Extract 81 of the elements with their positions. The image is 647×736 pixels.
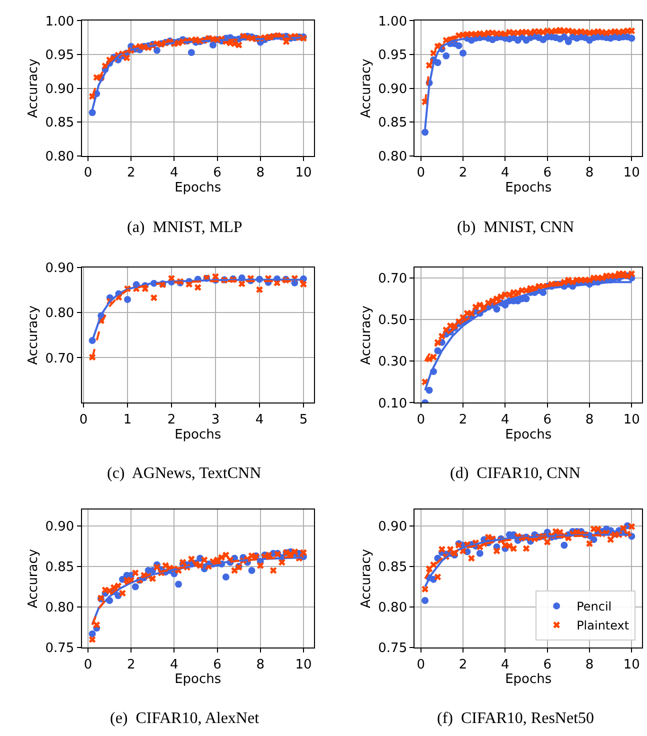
x-tick-label: 2 bbox=[458, 657, 468, 672]
x-tick-label: 4 bbox=[170, 165, 178, 180]
y-axis-title: Accuracy bbox=[26, 548, 42, 608]
x-tick-label: 0 bbox=[416, 165, 425, 180]
y-tick-label: 0.90 bbox=[45, 82, 74, 97]
y-axis-title: Accuracy bbox=[359, 548, 374, 608]
y-tick-label: 0.80 bbox=[378, 149, 408, 164]
y-axis-title: Accuracy bbox=[359, 58, 374, 118]
y-tick-label: 0.30 bbox=[378, 354, 408, 370]
text: (b) MNIST, CNN bbox=[457, 219, 574, 236]
y-tick-label: 0.75 bbox=[45, 641, 74, 656]
x-tick-label: 8 bbox=[256, 657, 265, 672]
x-tick-label: 0 bbox=[84, 657, 92, 672]
x-tick-label: 5 bbox=[299, 412, 308, 428]
x-axis-title: Epochs bbox=[505, 672, 552, 688]
y-axis-title: Accuracy bbox=[26, 305, 42, 365]
x-tick-label: 10 bbox=[295, 165, 312, 180]
x-axis-title: Epochs bbox=[174, 180, 222, 196]
x-tick-label: 4 bbox=[501, 412, 510, 428]
y-tick-label: 1.00 bbox=[45, 14, 74, 30]
x-tick-label: 0 bbox=[84, 165, 92, 180]
x-tick-label: 0 bbox=[416, 657, 425, 672]
y-tick-label: 0.90 bbox=[378, 82, 408, 97]
y-tick-label: 0.90 bbox=[45, 261, 74, 276]
x-tick-label: 2 bbox=[458, 412, 468, 428]
x-tick-label: 4 bbox=[501, 657, 510, 672]
text: (e) CIFAR10, AlexNet bbox=[110, 710, 260, 727]
y-tick-label: 0.95 bbox=[45, 48, 74, 64]
x-tick-label: 2 bbox=[167, 412, 176, 428]
x-axis-title: Epochs bbox=[505, 180, 552, 196]
x-axis-title: Epochs bbox=[505, 427, 552, 442]
y-tick-label: 0.85 bbox=[378, 560, 408, 575]
x-tick-label: 2 bbox=[458, 165, 468, 180]
x-tick-label: 10 bbox=[295, 657, 312, 672]
y-tick-label: 0.90 bbox=[45, 519, 74, 534]
y-tick-label: 0.70 bbox=[45, 351, 74, 366]
x-tick-label: 6 bbox=[213, 165, 222, 180]
x-tick-label: 8 bbox=[585, 657, 594, 672]
y-tick-label: 0.10 bbox=[378, 396, 408, 412]
x-tick-label: 1 bbox=[123, 412, 132, 428]
x-tick-label: 2 bbox=[126, 165, 136, 180]
legend-label: Pencil bbox=[576, 600, 612, 614]
text: (f) CIFAR10, ResNet50 bbox=[437, 710, 594, 727]
y-tick-label: 0.50 bbox=[378, 313, 408, 328]
text: (d) CIFAR10, CNN bbox=[450, 465, 581, 482]
x-tick-label: 0 bbox=[416, 412, 425, 428]
y-tick-label: 0.80 bbox=[45, 149, 74, 164]
y-tick-label: 0.80 bbox=[45, 600, 74, 616]
x-tick-label: 6 bbox=[543, 657, 552, 672]
x-tick-label: 8 bbox=[256, 165, 265, 180]
x-axis-title: Epochs bbox=[174, 427, 222, 442]
x-axis-title: Epochs bbox=[174, 672, 222, 688]
x-tick-label: 10 bbox=[623, 657, 640, 672]
x-tick-label: 10 bbox=[623, 165, 640, 180]
y-tick-label: 0.80 bbox=[45, 306, 74, 322]
y-axis-title: Accuracy bbox=[26, 58, 42, 118]
text: (a) MNIST, MLP bbox=[127, 219, 242, 236]
x-tick-label: 3 bbox=[211, 412, 220, 428]
x-tick-label: 6 bbox=[543, 412, 552, 428]
x-tick-label: 8 bbox=[585, 165, 594, 180]
x-tick-label: 0 bbox=[79, 412, 88, 428]
y-tick-label: 0.85 bbox=[45, 116, 74, 131]
y-tick-label: 0.85 bbox=[378, 116, 408, 131]
x-tick-label: 2 bbox=[126, 657, 136, 672]
y-tick-label: 0.80 bbox=[378, 600, 408, 616]
x-tick-label: 6 bbox=[213, 657, 222, 672]
y-tick-label: 0.70 bbox=[378, 272, 408, 287]
x-tick-label: 10 bbox=[623, 412, 640, 428]
x-tick-label: 4 bbox=[255, 412, 264, 428]
y-tick-label: 0.95 bbox=[378, 48, 408, 64]
x-tick-label: 6 bbox=[543, 165, 552, 180]
y-axis-title: Accuracy bbox=[359, 305, 374, 365]
x-tick-label: 8 bbox=[585, 412, 594, 428]
legend-label: Plaintext bbox=[576, 618, 630, 633]
y-tick-label: 0.90 bbox=[378, 519, 408, 534]
x-tick-label: 4 bbox=[170, 657, 178, 672]
x-tick-label: 4 bbox=[501, 165, 510, 180]
y-tick-label: 1.00 bbox=[378, 14, 408, 30]
text: (c) AGNews, TextCNN bbox=[107, 465, 262, 482]
y-tick-label: 0.75 bbox=[378, 641, 408, 656]
y-tick-label: 0.85 bbox=[45, 560, 74, 575]
